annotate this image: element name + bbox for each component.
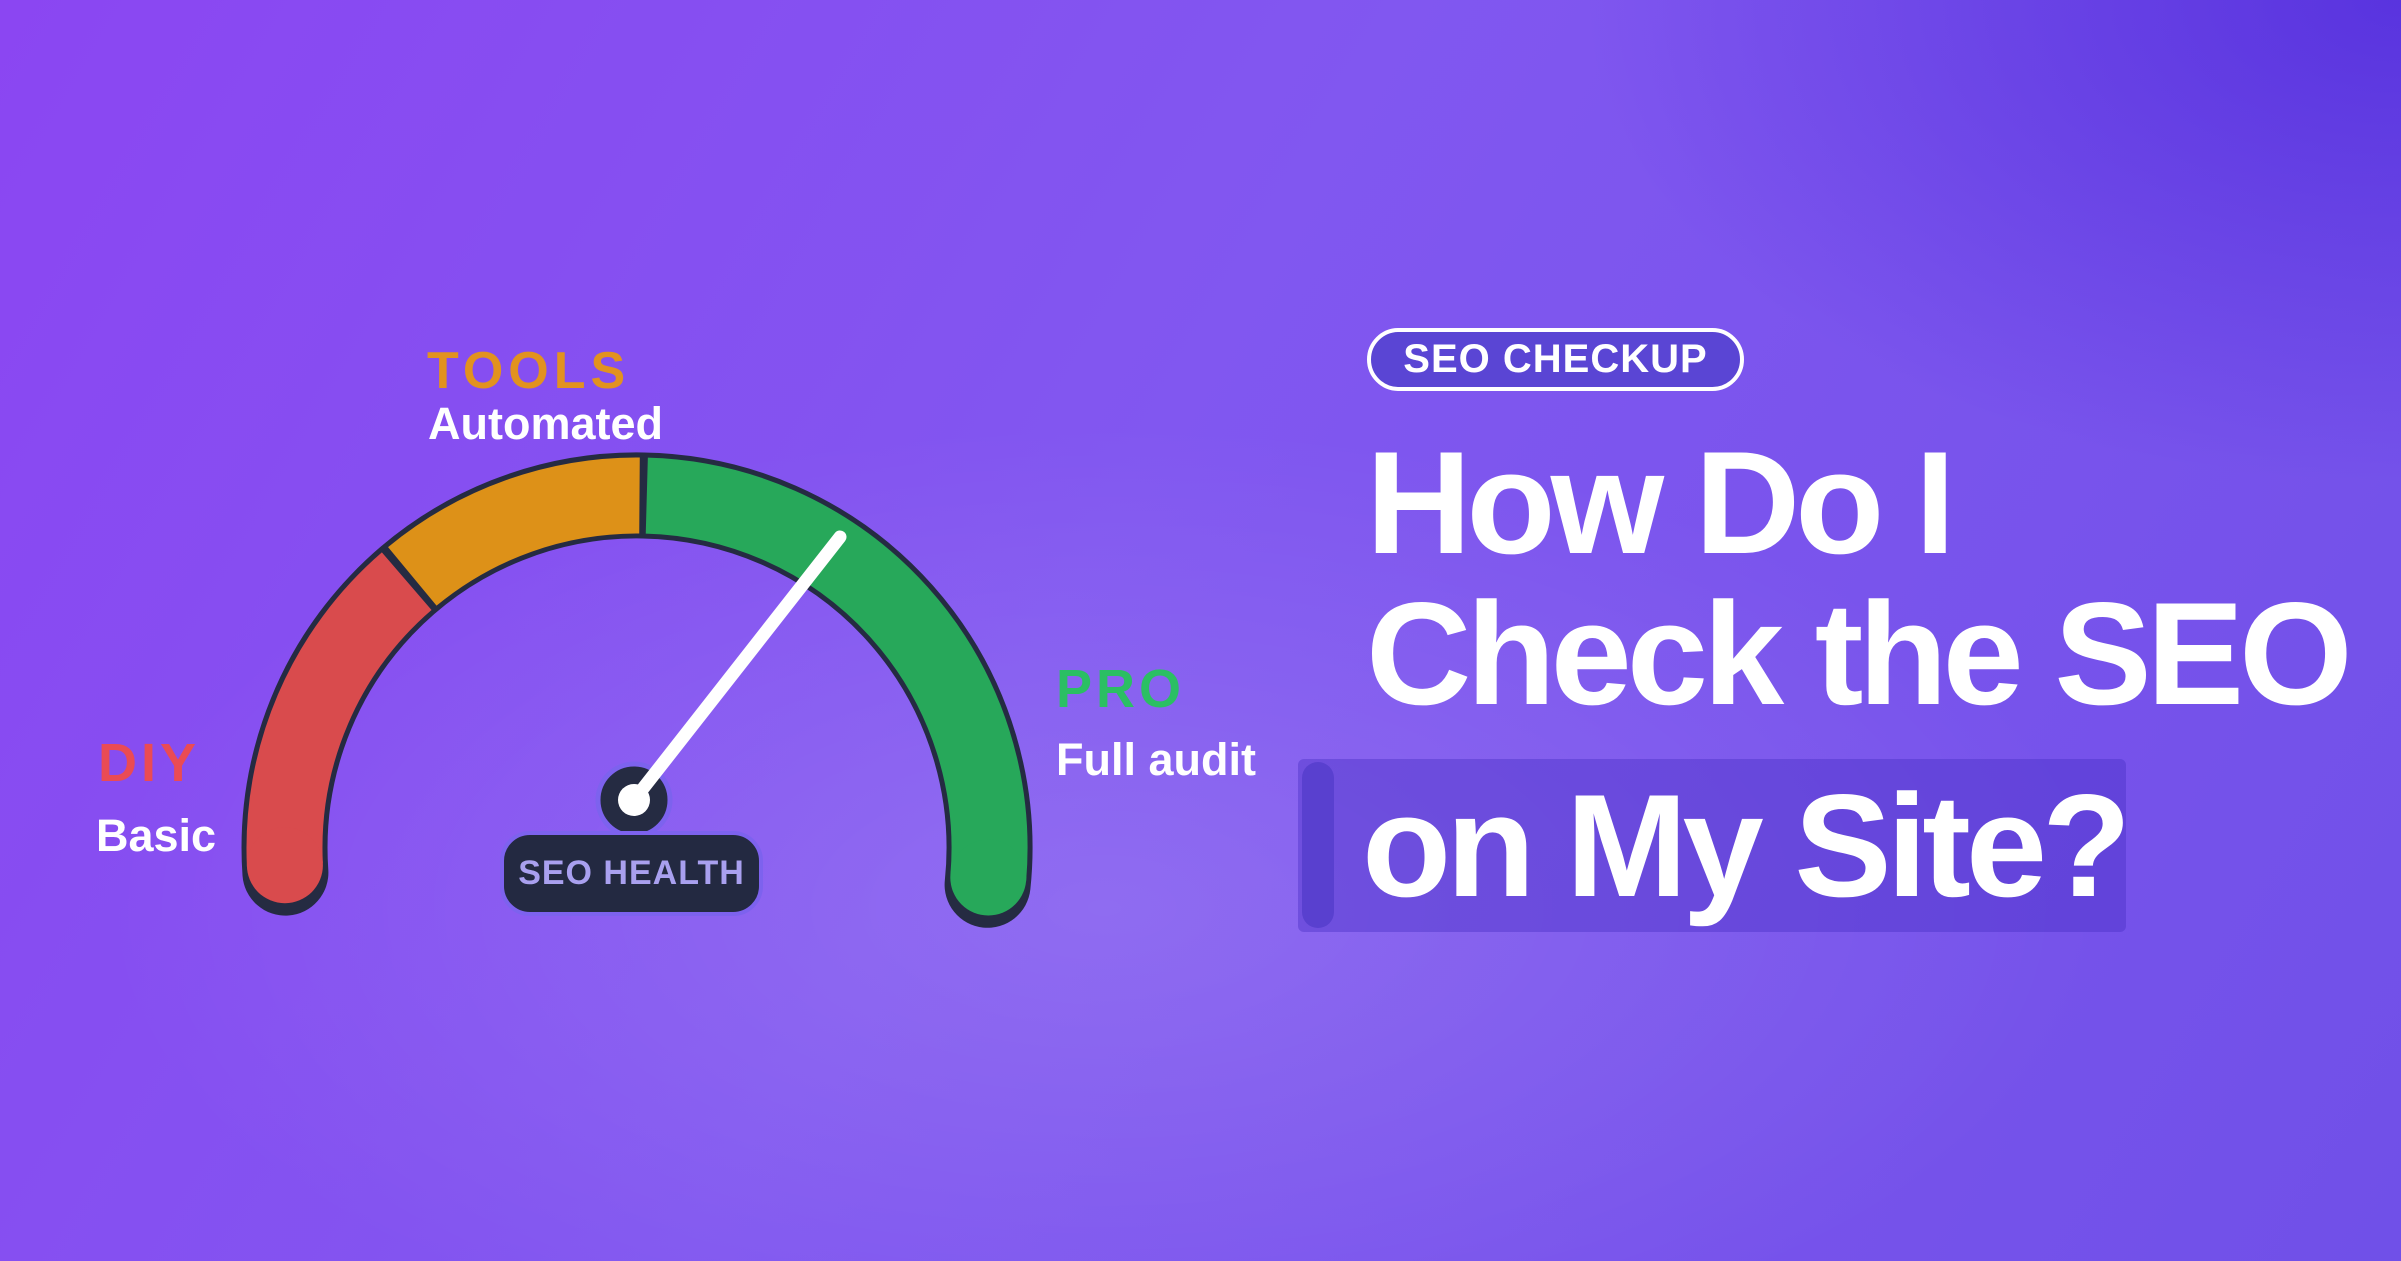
gauge-arc-pro-endcap <box>950 839 1027 916</box>
seo-health-badge: SEO HEALTH <box>500 831 763 916</box>
headline-highlight-accent-bar <box>1302 762 1334 928</box>
gauge-arc-diy-endcap <box>246 827 323 904</box>
headline-highlight-box: on My Site? <box>1298 759 2131 932</box>
headline-line-2: Check the SEO <box>1366 572 2353 735</box>
seo-checkup-pill: SEO CHECKUP <box>1367 328 1744 391</box>
pro-sublabel: Full audit <box>1056 734 1256 785</box>
diy-label: DIY <box>98 733 201 793</box>
gauge-arc-diy <box>246 552 432 868</box>
seo-checkup-pill-label: SEO CHECKUP <box>1403 337 1708 381</box>
gauge-hub-center-dot <box>618 784 650 816</box>
seo-health-gauge <box>241 452 1033 928</box>
gauge-arc-pro <box>645 457 1028 881</box>
tools-sublabel: Automated <box>428 398 663 449</box>
pro-label: PRO <box>1056 659 1186 719</box>
tools-label: TOOLS <box>427 342 631 400</box>
diy-sublabel: Basic <box>96 810 217 861</box>
gauge-arc-tools <box>388 457 640 607</box>
headline-line-1: How Do I <box>1366 421 1955 584</box>
seo-health-badge-label: SEO HEALTH <box>518 854 745 892</box>
gauge-needle <box>627 530 847 807</box>
headline-line-3: on My Site? <box>1362 763 2131 927</box>
